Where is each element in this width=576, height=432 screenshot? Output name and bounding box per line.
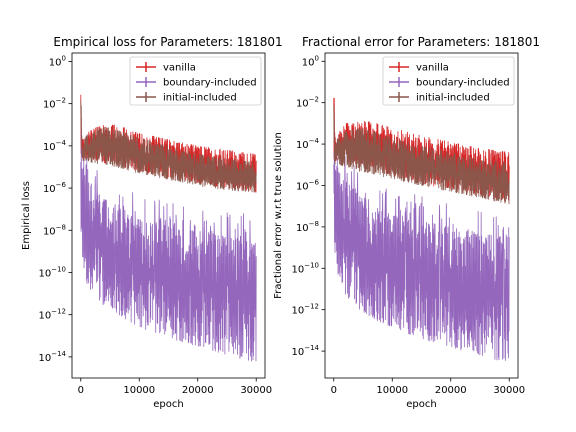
x-tick-label: 20000 (435, 385, 467, 396)
legend-label: initial-included (416, 93, 490, 104)
x-axis-label: epoch (153, 399, 183, 410)
x-tick-label: 30000 (240, 385, 272, 396)
x-tick-label: 0 (331, 385, 337, 396)
y-axis-label: Empirical loss (21, 181, 32, 250)
x-tick-label: 0 (78, 385, 84, 396)
legend-label: vanilla (416, 63, 449, 74)
legend: vanilla boundary-included initial-included (383, 57, 514, 105)
panel-title: Empirical loss for Parameters: 181801 (53, 35, 282, 49)
x-tick-label: 30000 (493, 385, 525, 396)
x-tick-label: 10000 (123, 385, 155, 396)
legend: vanilla boundary-included initial-included (130, 57, 261, 105)
x-tick-label: 10000 (376, 385, 408, 396)
legend-label: initial-included (163, 93, 237, 104)
legend-label: boundary-included (163, 78, 257, 89)
x-tick-label: 20000 (182, 385, 214, 396)
panel-title: Fractional error for Parameters: 181801 (302, 35, 540, 49)
legend-label: vanilla (163, 63, 196, 74)
x-axis-label: epoch (406, 399, 436, 410)
legend-label: boundary-included (416, 78, 510, 89)
y-axis-label: Fractional error w.r.t true solution (273, 132, 284, 299)
